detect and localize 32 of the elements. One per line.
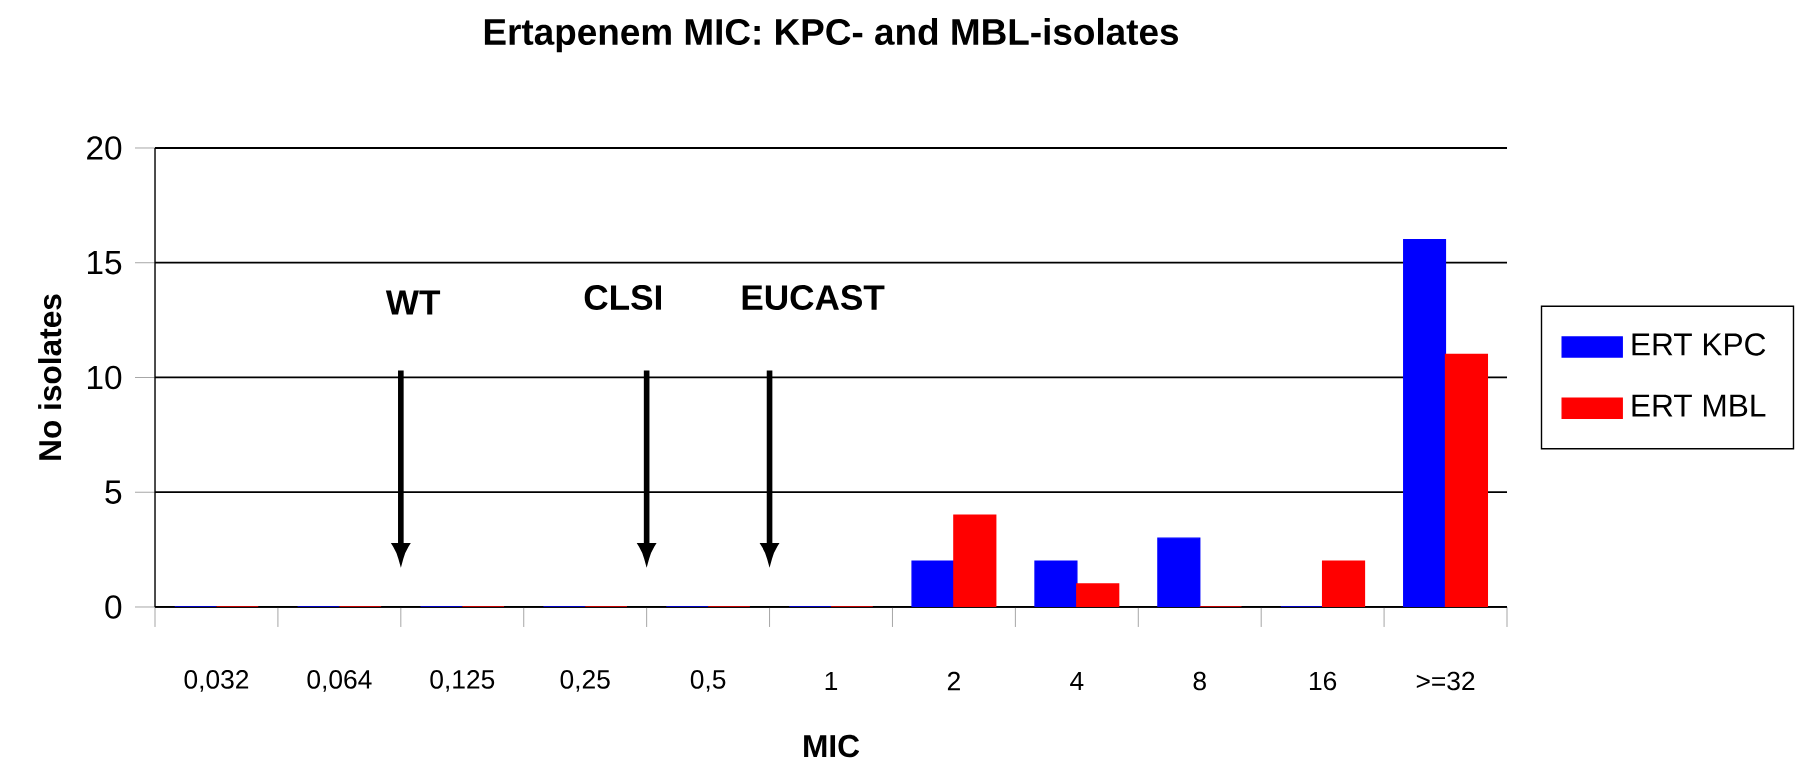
x-tick-label: 0,032 bbox=[184, 670, 249, 692]
x-tick-label: 0,25 bbox=[560, 670, 610, 692]
legend-label: ERT KPC bbox=[1632, 333, 1766, 356]
y-tick-label: 5 bbox=[105, 480, 122, 504]
chart-title: Ertapenem MIC: KPC- and MBL-isolates bbox=[484, 17, 1179, 53]
x-tick-label: 8 bbox=[1193, 671, 1206, 691]
annotation: WT bbox=[385, 290, 441, 315]
x-tick-label: >=32 bbox=[1416, 671, 1475, 691]
annotation: EUCAST bbox=[742, 285, 885, 310]
x-tick-label: 0,125 bbox=[430, 670, 495, 692]
y-tick-label: 20 bbox=[87, 136, 122, 160]
x-tick-label: 0,064 bbox=[307, 670, 372, 692]
legend-label: ERT MBL bbox=[1632, 394, 1766, 417]
y-tick-label: 10 bbox=[87, 365, 122, 390]
x-tick-label: 1 bbox=[825, 671, 838, 691]
y-tick-label: 0 bbox=[105, 595, 122, 619]
bar bbox=[911, 560, 955, 607]
x-axis-title: MIC bbox=[804, 734, 860, 758]
bar bbox=[1403, 239, 1447, 607]
bar bbox=[953, 514, 997, 607]
bar bbox=[1444, 353, 1489, 607]
bar bbox=[1321, 560, 1366, 607]
bar bbox=[1157, 537, 1201, 607]
bar bbox=[1076, 583, 1120, 607]
annotation: CLSI bbox=[584, 285, 661, 310]
y-axis-title: No isolates bbox=[38, 294, 62, 460]
x-tick-label: 16 bbox=[1309, 671, 1337, 691]
y-tick-label: 15 bbox=[87, 251, 122, 275]
bar bbox=[1034, 560, 1078, 607]
x-tick-label: 4 bbox=[1070, 671, 1084, 691]
x-tick-label: 2 bbox=[947, 671, 960, 691]
x-tick-label: 0,5 bbox=[690, 670, 726, 692]
